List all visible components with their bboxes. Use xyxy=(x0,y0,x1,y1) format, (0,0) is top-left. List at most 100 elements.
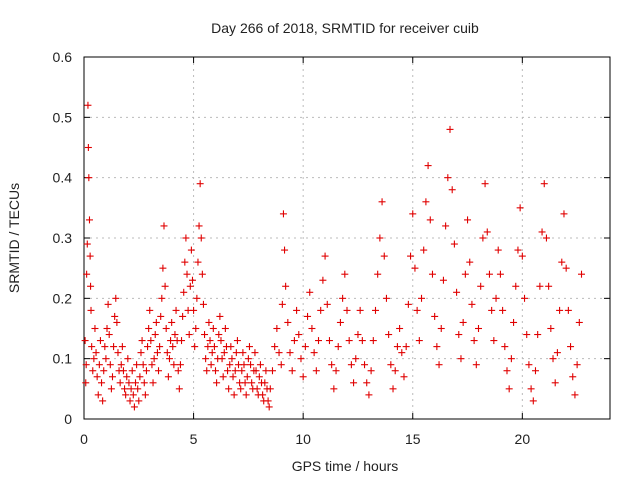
scatter-point xyxy=(457,355,465,363)
scatter-point xyxy=(85,216,93,224)
scatter-point xyxy=(138,337,146,345)
scatter-point xyxy=(407,252,415,260)
scatter-point xyxy=(420,246,428,254)
scatter-point xyxy=(217,337,225,345)
scatter-point xyxy=(213,379,221,387)
scatter-point xyxy=(404,300,412,308)
scatter-point xyxy=(282,282,290,290)
scatter-point xyxy=(330,385,338,393)
scatter-point xyxy=(304,312,312,320)
scatter-point xyxy=(231,367,239,375)
scatter-point xyxy=(323,300,331,308)
scatter-point xyxy=(310,349,318,357)
scatter-point xyxy=(317,306,325,314)
scatter-point xyxy=(219,373,227,381)
scatter-point xyxy=(230,391,238,399)
scatter-point xyxy=(121,385,129,393)
scatter-point xyxy=(261,379,269,387)
scatter-point xyxy=(93,373,101,381)
scatter-point xyxy=(499,306,507,314)
y-tick-labels: 0 0.1 0.2 0.3 0.4 0.5 0.6 xyxy=(53,49,73,427)
scatter-point xyxy=(567,343,575,351)
scatter-point xyxy=(393,343,401,351)
scatter-point xyxy=(195,222,203,230)
scatter-point xyxy=(387,361,395,369)
scatter-point xyxy=(176,361,184,369)
scatter-point xyxy=(538,228,546,236)
scatter-point xyxy=(382,294,390,302)
scatter-point xyxy=(225,385,233,393)
scatter-point xyxy=(492,294,500,302)
scatter-point xyxy=(191,343,199,351)
y-axis-label: SRMTID / TECUs xyxy=(6,183,22,293)
scatter-point xyxy=(114,349,122,357)
scatter-point xyxy=(152,318,160,326)
scatter-point xyxy=(186,282,194,290)
scatter-point xyxy=(209,325,217,332)
scatter-point xyxy=(481,180,489,188)
scatter-point xyxy=(325,337,333,345)
scatter-point xyxy=(334,343,342,351)
scatter-point xyxy=(562,264,570,272)
scatter-point xyxy=(201,331,209,339)
scatter-point xyxy=(175,385,183,393)
scatter-point xyxy=(321,252,329,260)
scatter-point xyxy=(391,367,399,375)
scatter-point xyxy=(479,234,487,242)
scatter-point xyxy=(339,294,347,302)
scatter-point xyxy=(142,367,150,375)
scatter-point xyxy=(409,210,417,218)
scatter-point xyxy=(297,355,305,363)
scatter-point xyxy=(83,240,91,248)
scatter-point xyxy=(199,300,207,308)
scatter-point xyxy=(573,361,581,369)
scatter-point xyxy=(448,186,456,194)
y-tick-label: 0.6 xyxy=(53,49,73,65)
scatter-point xyxy=(512,282,520,290)
scatter-point xyxy=(111,312,119,320)
scatter-point xyxy=(160,222,168,230)
scatter-point xyxy=(341,270,349,278)
scatter-point xyxy=(262,367,270,375)
scatter-point xyxy=(81,337,89,345)
scatter-point xyxy=(98,379,106,387)
scatter-point xyxy=(361,361,369,369)
scatter-point xyxy=(453,288,461,296)
scatter-point xyxy=(268,367,276,375)
scatter-point xyxy=(82,379,90,387)
scatter-point xyxy=(233,337,241,345)
scatter-point xyxy=(422,198,430,206)
data-points xyxy=(81,101,586,411)
scatter-point xyxy=(402,343,410,351)
scatter-point xyxy=(536,282,544,290)
scatter-point xyxy=(358,337,366,345)
scatter-point xyxy=(428,270,436,278)
scatter-point xyxy=(132,379,140,387)
scatter-point xyxy=(232,349,240,357)
scatter-point xyxy=(157,312,165,320)
scatter-point xyxy=(398,349,406,357)
x-tick-label: 20 xyxy=(515,431,531,447)
scatter-point xyxy=(163,349,171,357)
scatter-point xyxy=(245,343,253,351)
scatter-point xyxy=(253,385,261,393)
scatter-point xyxy=(101,343,109,351)
scatter-point xyxy=(196,180,204,188)
scatter-point xyxy=(90,355,98,363)
scatter-point xyxy=(569,373,577,381)
scatter-point xyxy=(113,318,121,326)
scatter-point xyxy=(85,174,93,182)
scatter-point xyxy=(336,318,344,326)
scatter-point xyxy=(503,367,511,375)
scatter-point xyxy=(418,294,426,302)
scatter-point xyxy=(194,258,202,266)
scatter-point xyxy=(117,361,125,369)
scatter-point xyxy=(556,306,564,314)
scatter-point xyxy=(277,361,285,369)
scatter-point xyxy=(485,270,493,278)
scatter-point xyxy=(542,234,550,242)
scatter-point xyxy=(575,318,583,326)
scatter-point xyxy=(118,343,126,351)
scatter-point xyxy=(560,210,568,218)
scatter-point xyxy=(103,325,111,332)
